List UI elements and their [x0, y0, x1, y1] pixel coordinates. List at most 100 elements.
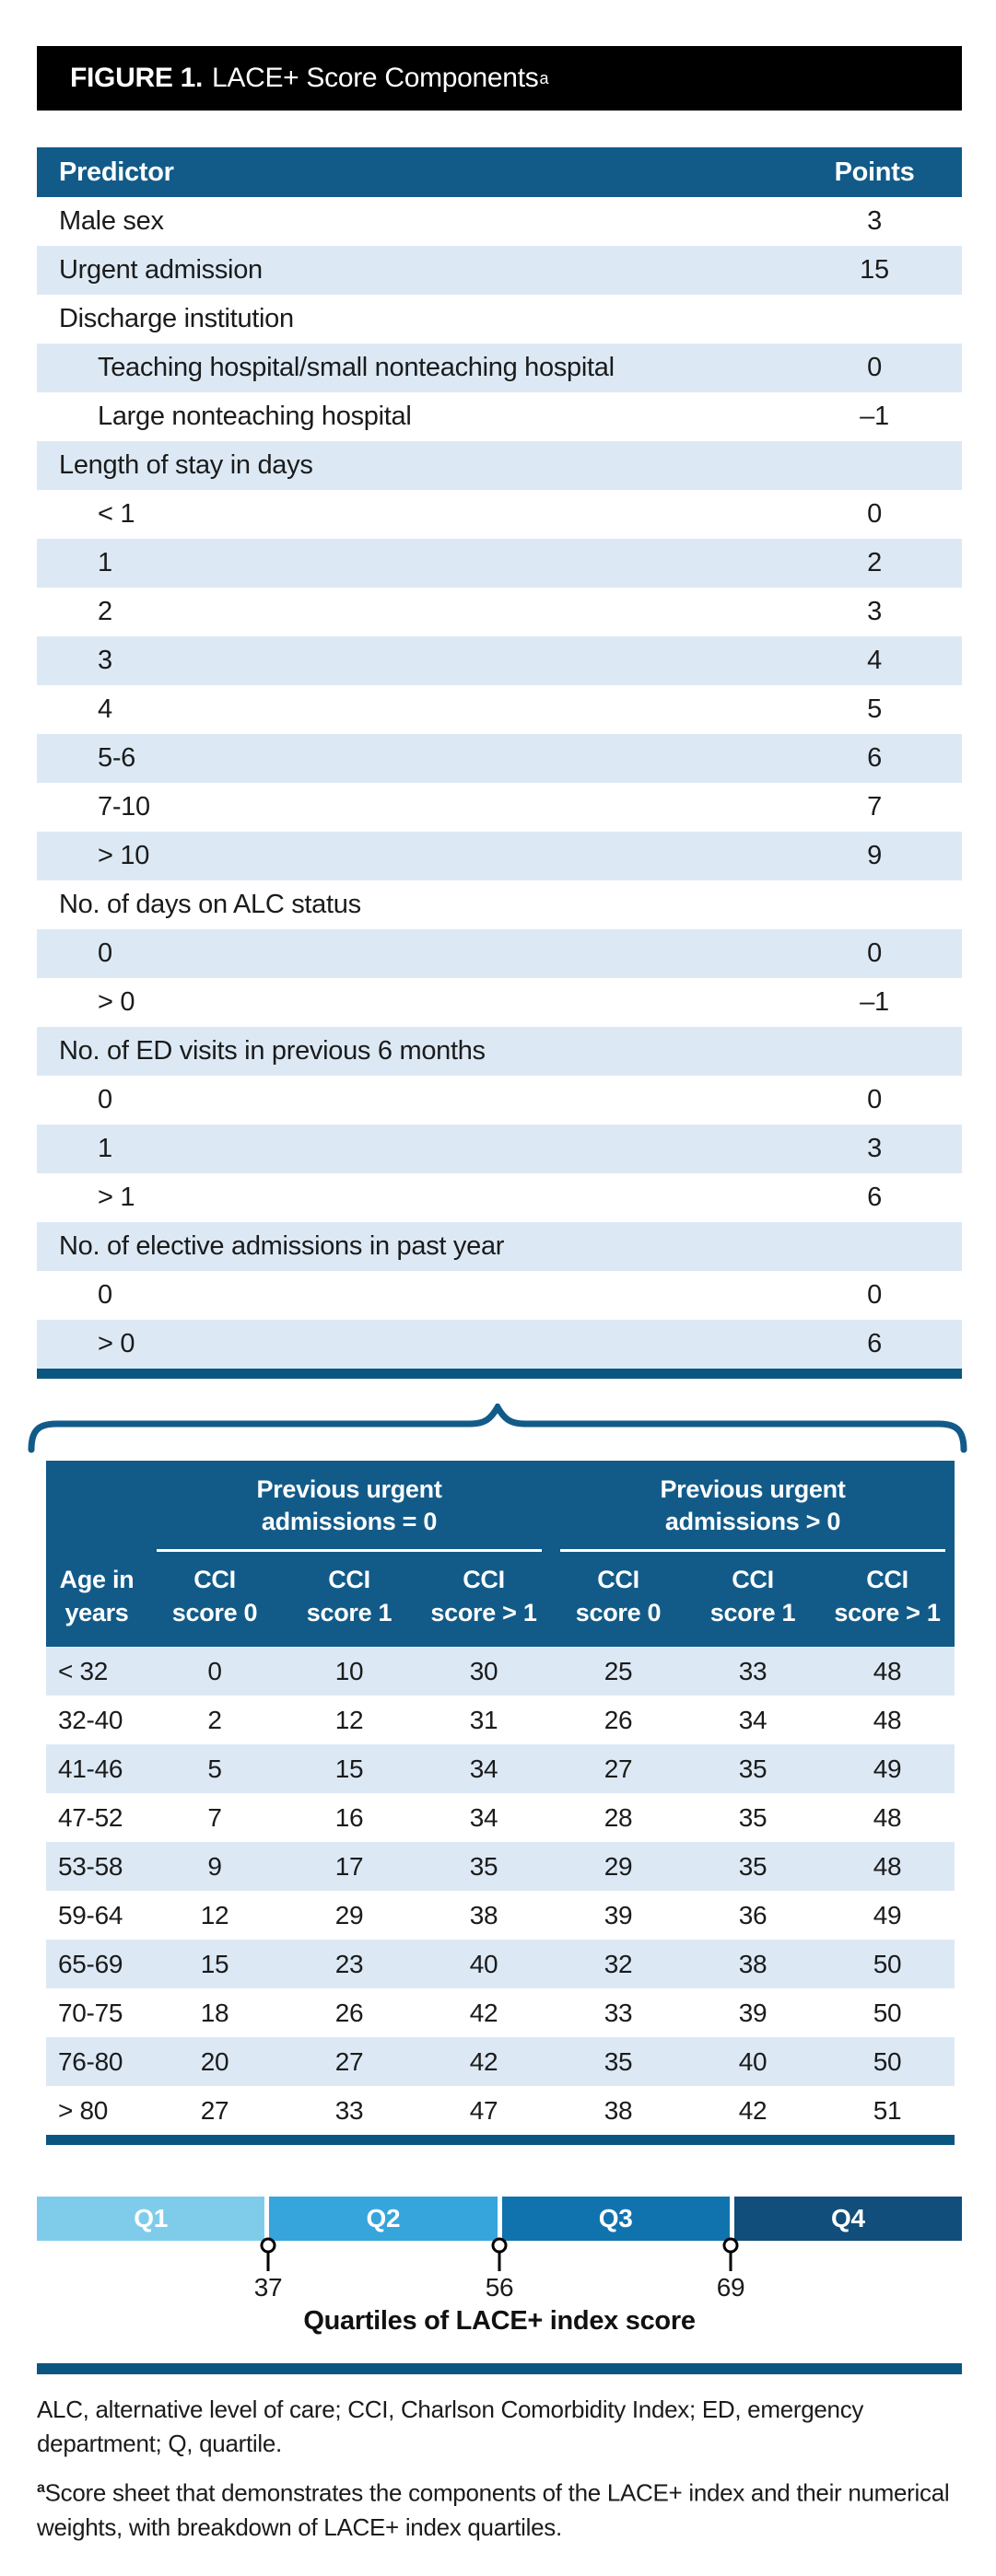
- table-row: 1 2: [37, 539, 962, 588]
- points-value: –1: [860, 402, 889, 431]
- points-value: 6: [867, 1329, 882, 1358]
- points-value: 0: [867, 1280, 882, 1310]
- table-row: Teaching hospital/small nonteaching hosp…: [37, 344, 962, 392]
- score-cell: 38: [603, 2095, 633, 2125]
- predictor-table-header: Predictor Points: [37, 147, 962, 197]
- table-row: Male sex 3: [37, 197, 962, 246]
- table-row: 0 0: [37, 929, 962, 978]
- predictor-label: Length of stay in days: [59, 450, 313, 480]
- figure-note: aScore sheet that demonstrates the compo…: [37, 2471, 960, 2545]
- score-cell: 39: [603, 1900, 633, 1929]
- score-cell: 12: [200, 1900, 229, 1929]
- score-cell: 15: [200, 1949, 229, 1978]
- score-cell: 34: [469, 1802, 498, 1832]
- score-cell: 12: [334, 1705, 364, 1734]
- group-header-line: admissions = 0: [261, 1508, 438, 1535]
- quartile-boundary-marker: 37: [231, 2237, 305, 2302]
- score-cell: 29: [334, 1900, 364, 1929]
- group-underline-row: [46, 1549, 955, 1552]
- score-cell: 31: [469, 1705, 498, 1734]
- score-cell: 48: [873, 1802, 902, 1832]
- table-row: 4 5: [37, 685, 962, 734]
- column-header-cci-score0: CCI score 0: [551, 1563, 685, 1647]
- table-row: > 10 9: [37, 832, 962, 880]
- age-cci-table: Previous urgent admissions = 0 Previous …: [46, 1461, 955, 2145]
- figure-title-bar: FIGURE 1. LACE+ Score Components a: [37, 46, 962, 111]
- score-cell: 27: [603, 1754, 633, 1783]
- age-range: 47-52: [58, 1802, 123, 1832]
- score-cell: 48: [873, 1656, 902, 1685]
- table-row: > 80 27 33 47 38 42 51: [46, 2086, 955, 2135]
- score-cell: 34: [738, 1705, 768, 1734]
- predictor-label: > 0: [98, 987, 135, 1017]
- points-column-header: Points: [834, 157, 915, 187]
- score-cell: 47: [469, 2095, 498, 2125]
- score-cell: 32: [603, 1949, 633, 1978]
- column-header-line: score > 1: [834, 1599, 941, 1626]
- table-row: < 32 0 10 30 25 33 48: [46, 1647, 955, 1696]
- score-cell: 38: [469, 1900, 498, 1929]
- header-spacer: [46, 1549, 147, 1552]
- age-range: < 32: [58, 1656, 109, 1685]
- quartile-label: Q1: [134, 2204, 168, 2232]
- column-header-cci-score0: CCI score 0: [147, 1563, 282, 1647]
- table-row: 59-64 12 29 38 39 36 49: [46, 1891, 955, 1940]
- score-cell: 39: [738, 1998, 768, 2027]
- table-row: Urgent admission 15: [37, 246, 962, 295]
- predictor-label: No. of ED visits in previous 6 months: [59, 1036, 486, 1066]
- figure-footnote-marker: a: [539, 68, 549, 87]
- table-row: No. of elective admissions in past year: [37, 1222, 962, 1271]
- quartile-label: Q2: [366, 2204, 401, 2232]
- score-cell: 36: [738, 1900, 768, 1929]
- score-cell: 35: [738, 1851, 768, 1881]
- group-header-row: Previous urgent admissions = 0 Previous …: [46, 1461, 955, 1549]
- predictor-label: 0: [98, 1085, 112, 1114]
- quartile-segment: Q3: [501, 2197, 734, 2241]
- predictor-label: Male sex: [59, 206, 164, 236]
- column-header-line: CCI: [193, 1566, 236, 1593]
- points-value: 0: [867, 353, 882, 382]
- points-value: 3: [867, 597, 882, 626]
- score-cell: 18: [200, 1998, 229, 2027]
- score-cell: 42: [738, 2095, 768, 2125]
- age-table-body: < 32 0 10 30 25 33 48 32-40 2 12 31 26 3…: [46, 1647, 955, 2135]
- predictor-label: 1: [98, 1134, 112, 1163]
- score-cell: 35: [738, 1754, 768, 1783]
- score-cell: 49: [873, 1900, 902, 1929]
- table-row: < 1 0: [37, 490, 962, 539]
- score-cell: 27: [334, 2046, 364, 2076]
- predictor-label: 7-10: [98, 792, 150, 822]
- age-table-header: Previous urgent admissions = 0 Previous …: [46, 1461, 955, 1647]
- table-row: > 0 6: [37, 1320, 962, 1369]
- score-cell: 7: [207, 1802, 222, 1832]
- column-header-age: Age in years: [46, 1563, 147, 1647]
- points-value: 2: [867, 548, 882, 577]
- column-header-line: years: [64, 1599, 129, 1626]
- header-spacer: [46, 1474, 147, 1549]
- column-header-cci-score-gt1: CCI score > 1: [820, 1563, 955, 1647]
- score-cell: 34: [469, 1754, 498, 1783]
- quartile-boundary-value: 69: [716, 2273, 745, 2302]
- score-cell: 26: [334, 1998, 364, 2027]
- column-header-line: score > 1: [430, 1599, 537, 1626]
- predictor-label: 4: [98, 694, 112, 724]
- points-value: –1: [860, 987, 889, 1017]
- score-cell: 0: [207, 1656, 222, 1685]
- table-row: 70-75 18 26 42 33 39 50: [46, 1988, 955, 2037]
- quartile-bar: Q1 Q2 Q3 Q4: [37, 2197, 962, 2241]
- table-row: 5-6 6: [37, 734, 962, 783]
- score-cell: 10: [334, 1656, 364, 1685]
- score-cell: 35: [469, 1851, 498, 1881]
- points-value: 6: [867, 1183, 882, 1212]
- table-row: 41-46 5 15 34 27 35 49: [46, 1744, 955, 1793]
- group-underline: [560, 1549, 945, 1552]
- age-range: 32-40: [58, 1705, 123, 1734]
- score-cell: 35: [603, 2046, 633, 2076]
- group-header-admissions-gt0: Previous urgent admissions > 0: [551, 1474, 955, 1549]
- score-cell: 30: [469, 1656, 498, 1685]
- score-cell: 16: [334, 1802, 364, 1832]
- points-value: 4: [867, 646, 882, 675]
- predictor-label: Teaching hospital/small nonteaching hosp…: [98, 353, 615, 382]
- points-value: 3: [867, 1134, 882, 1163]
